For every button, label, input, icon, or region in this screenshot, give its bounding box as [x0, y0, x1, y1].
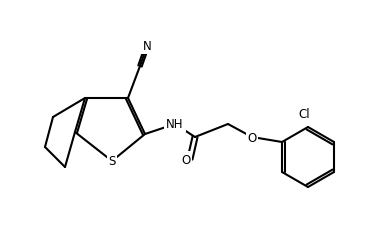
Text: N: N	[142, 40, 151, 53]
Text: NH: NH	[166, 118, 184, 131]
Text: Cl: Cl	[298, 108, 310, 121]
Text: O: O	[182, 153, 190, 166]
Text: O: O	[247, 131, 257, 144]
Text: S: S	[108, 155, 116, 168]
